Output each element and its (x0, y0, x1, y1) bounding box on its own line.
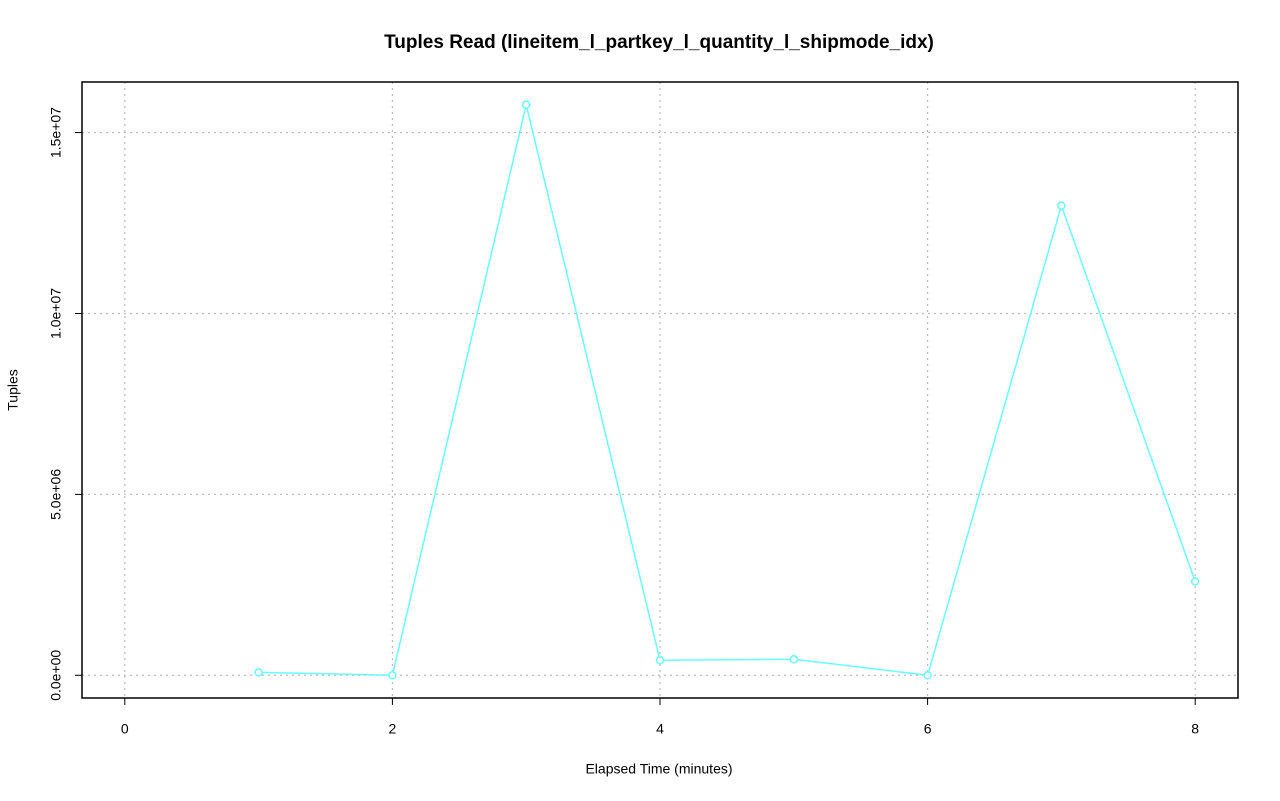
y-tick-label: 1.5e+07 (48, 107, 64, 158)
x-tick-label: 6 (924, 721, 932, 737)
chart-title: Tuples Read (lineitem_l_partkey_l_quanti… (384, 32, 934, 53)
x-tick-label: 0 (121, 721, 129, 737)
y-tick-label: 5.0e+06 (48, 469, 64, 520)
series-line (258, 104, 1196, 677)
x-tick-label: 2 (389, 721, 397, 737)
data-point (388, 671, 397, 680)
y-axis-title: Tuples (5, 369, 21, 411)
data-point (789, 655, 799, 664)
data-point (1057, 201, 1066, 210)
data-point (923, 671, 932, 680)
plot-frame (81, 81, 1239, 699)
data-point (521, 100, 531, 109)
data-point (655, 656, 665, 665)
x-tick-label: 4 (656, 721, 664, 737)
data-point (254, 668, 263, 677)
y-tick-label: 0.0e+00 (48, 650, 64, 701)
x-tick-label: 8 (1191, 721, 1199, 737)
data-point (1190, 577, 1200, 586)
y-tick-label: 1.0e+07 (48, 288, 64, 339)
x-axis-title: Elapsed Time (minutes) (585, 761, 732, 777)
